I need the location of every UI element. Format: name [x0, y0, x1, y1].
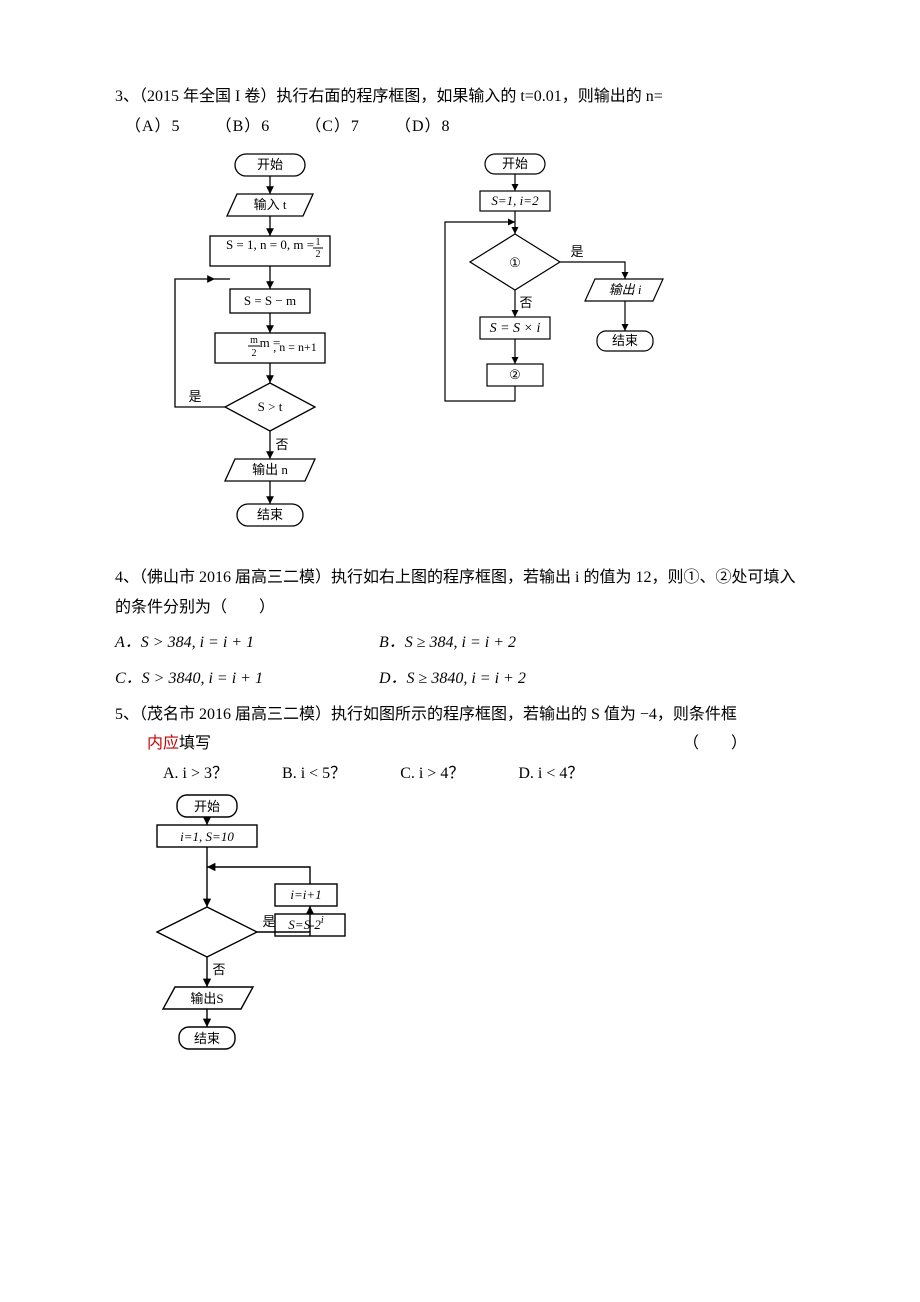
svg-text:2: 2: [316, 249, 321, 260]
q3-opt-c: （C）7: [305, 118, 360, 135]
svg-text:S = S × i: S = S × i: [490, 321, 541, 336]
q4-opt-b: B．S ≥ 384, i = i + 2: [379, 630, 639, 656]
svg-text:开始: 开始: [502, 156, 528, 171]
svg-text:开始: 开始: [257, 157, 283, 172]
q3-opt-a: （A）5: [125, 118, 181, 135]
q5-opt-c: C. i > 4？: [400, 765, 464, 782]
svg-text:①: ①: [509, 255, 521, 270]
svg-text:是: 是: [262, 914, 275, 929]
svg-text:S=1, i=2: S=1, i=2: [491, 193, 539, 208]
svg-text:m: m: [250, 335, 258, 346]
q3-flowchart-right: 开始 S=1, i=2 ① 是 否 S = S × i ② 输出 i 结束: [425, 149, 685, 439]
q3-options: （A）5 （B）6 （C）7 （D）8: [125, 114, 820, 140]
q4-opt-d: D．S ≥ 3840, i = i + 2: [379, 666, 639, 692]
q5-opt-d: D. i < 4？: [518, 765, 583, 782]
q4-stem-1: 4、（佛山市 2016 届高三二模）执行如右上图的程序框图，若输出 i 的值为 …: [115, 565, 820, 591]
q3-opt-d: （D）8: [395, 118, 451, 135]
q4-opt-a: A．S > 384, i = i + 1: [115, 630, 375, 656]
svg-text:开始: 开始: [194, 799, 220, 814]
svg-text:②: ②: [509, 367, 521, 382]
q4-stem-2: 的条件分别为（ ）: [115, 595, 820, 621]
q5-opt-b: B. i < 5？: [282, 765, 346, 782]
svg-text:S=S-2i: S=S-2i: [288, 915, 324, 932]
svg-text:输入 t: 输入 t: [254, 197, 287, 212]
svg-text:结束: 结束: [612, 333, 638, 348]
q3-stem: 3、（2015 年全国 I 卷）执行右面的程序框图，如果输入的 t=0.01，则…: [115, 84, 820, 110]
q4-opt-c: C．S > 3840, i = i + 1: [115, 666, 375, 692]
svg-text:输出S: 输出S: [190, 991, 223, 1006]
svg-text:i=1, S=10: i=1, S=10: [180, 829, 234, 844]
svg-text:2: 2: [252, 348, 257, 359]
svg-text:否: 否: [275, 437, 288, 452]
q5-flowchart: 开始 i=1, S=10 i=i+1 S=S-2i 是 否 输出S 结束: [135, 792, 365, 1062]
svg-text:是: 是: [570, 244, 583, 259]
svg-text:输出 i: 输出 i: [609, 282, 642, 297]
svg-text:输出 n: 输出 n: [252, 462, 288, 477]
q4-options: A．S > 384, i = i + 1 B．S ≥ 384, i = i + …: [115, 630, 820, 691]
q5-stem-1: 5、（茂名市 2016 届高三二模）执行如图所示的程序框图，若输出的 S 值为 …: [115, 702, 820, 728]
svg-text:结束: 结束: [194, 1031, 220, 1046]
svg-text:否: 否: [212, 962, 225, 977]
svg-text:, n = n+1: , n = n+1: [273, 340, 317, 354]
svg-text:S = S − m: S = S − m: [244, 293, 296, 308]
q3-opt-b: （B）6: [216, 118, 271, 135]
q5-opt-a: A. i > 3？: [163, 765, 228, 782]
q5-stem-2: 内应填写 （ ）: [115, 731, 747, 757]
svg-text:否: 否: [519, 295, 532, 310]
svg-text:结束: 结束: [257, 507, 283, 522]
svg-text:i=i+1: i=i+1: [290, 887, 321, 902]
q3-flowchart-left: 开始 输入 t S = 1, n = 0, m = 1 2 S = S − m …: [155, 149, 365, 549]
svg-text:1: 1: [316, 237, 321, 248]
svg-text:S = 1, n = 0, m =: S = 1, n = 0, m =: [226, 237, 314, 252]
svg-text:S > t: S > t: [258, 399, 283, 414]
q5-options: A. i > 3？ B. i < 5？ C. i > 4？ D. i < 4？: [115, 761, 820, 787]
svg-text:是: 是: [188, 389, 201, 404]
